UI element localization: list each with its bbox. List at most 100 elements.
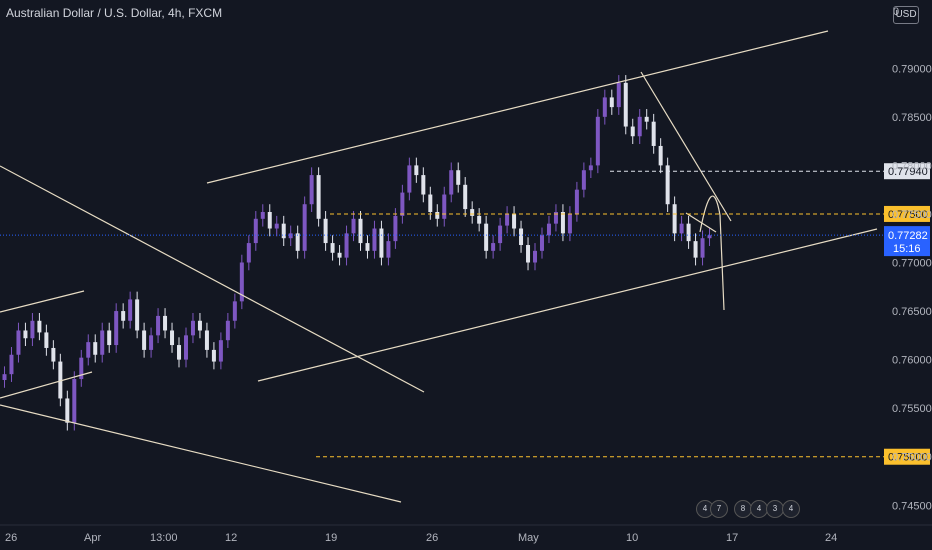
candle-body: [595, 116, 600, 166]
candle-body: [686, 223, 691, 242]
candle-body: [309, 175, 314, 205]
candle-body: [505, 213, 510, 226]
price-tick: 0.79000: [892, 63, 932, 75]
candle-body: [679, 223, 684, 234]
price-tick: 0.76500: [892, 306, 932, 318]
candle-body: [79, 357, 84, 380]
economic-event-flag[interactable]: 8: [734, 500, 752, 518]
candle-body: [86, 342, 91, 358]
trendline-upper-channel[interactable]: [206, 30, 829, 184]
candle-body: [211, 349, 216, 362]
time-tick: 13:00: [150, 532, 178, 544]
candle-body: [609, 97, 614, 108]
candle-body: [239, 262, 244, 302]
time-tick: 12: [225, 532, 237, 544]
trendline-bottom[interactable]: [0, 404, 402, 503]
candle-body: [630, 126, 635, 137]
price-tick: 0.74500: [892, 500, 932, 512]
candle-body: [526, 245, 531, 263]
candle-body: [149, 335, 154, 350]
candle-body: [225, 320, 230, 341]
candle-body: [260, 212, 265, 219]
level-badge: [884, 205, 930, 222]
candle-body: [498, 225, 503, 244]
candle-body: [16, 330, 21, 355]
candle-body: [428, 194, 433, 212]
candle-body: [456, 170, 461, 185]
price-tick: 0.78500: [892, 112, 932, 124]
candle-body: [484, 223, 489, 251]
candle-body: [163, 315, 168, 331]
candle-body: [365, 243, 370, 251]
level-badge: [884, 163, 930, 180]
candle-body: [190, 320, 195, 336]
candle-body: [637, 116, 642, 137]
candle-body: [379, 228, 384, 258]
candle-body: [407, 165, 412, 193]
candle-body: [93, 342, 98, 355]
price-tick: 0.77000: [892, 258, 932, 270]
candle-body: [442, 194, 447, 219]
candle-body: [170, 330, 175, 346]
candle-body: [651, 121, 656, 146]
candle-body: [477, 215, 482, 224]
candle-body: [344, 233, 349, 258]
candle-body: [435, 212, 440, 219]
candle-body: [519, 228, 524, 246]
candle-body: [135, 299, 140, 331]
candle-body: [23, 330, 28, 339]
candle-body: [512, 213, 517, 229]
candle-body: [581, 170, 586, 190]
candle-body: [491, 243, 496, 251]
trendline-lower-channel[interactable]: [257, 228, 878, 382]
candle-body: [100, 330, 105, 355]
candle-body: [274, 223, 279, 229]
candle-body: [44, 332, 49, 348]
price-tick: 0.78000: [892, 160, 932, 172]
candle-body: [623, 82, 628, 127]
candle-body: [386, 241, 391, 258]
economic-event-flag[interactable]: 7: [710, 500, 728, 518]
candle-body: [128, 299, 133, 321]
candle-body: [30, 320, 35, 339]
candles: [2, 75, 712, 431]
candle-body: [232, 301, 237, 321]
time-tick: 26: [426, 532, 438, 544]
candle-body: [72, 379, 77, 423]
projection-arrow[interactable]: [699, 195, 725, 311]
candle-body: [295, 233, 300, 251]
candle-body: [644, 116, 649, 122]
candle-body: [658, 145, 663, 166]
level-badge: [884, 448, 930, 465]
candle-body: [707, 235, 712, 239]
price-tick: 0.75500: [892, 403, 932, 415]
time-tick: Apr: [84, 532, 101, 544]
time-tick: 10: [626, 532, 638, 544]
chart-title: Australian Dollar / U.S. Dollar, 4h, FXC…: [6, 6, 223, 20]
trendline-left-lower[interactable]: [0, 371, 93, 399]
candle-body: [602, 97, 607, 117]
candle-body: [567, 213, 572, 234]
candle-body: [246, 243, 251, 263]
candle-body: [288, 233, 293, 239]
time-tick: 26: [5, 532, 17, 544]
trendline-small[interactable]: [685, 212, 717, 233]
trendline-descending[interactable]: [0, 165, 425, 393]
candle-body: [700, 238, 705, 258]
trendline-left-upper[interactable]: [0, 290, 85, 313]
currency-button[interactable]: USD: [893, 6, 919, 24]
countdown-label: 15:16: [893, 243, 921, 255]
candle-body: [51, 347, 56, 362]
candle-body: [337, 252, 342, 258]
candle-body: [463, 184, 468, 210]
candle-body: [539, 235, 544, 251]
candle-body: [183, 335, 188, 360]
economic-event-flag[interactable]: 4: [782, 500, 800, 518]
candle-body: [330, 243, 335, 253]
candle-body: [616, 82, 621, 108]
candle-body: [121, 311, 126, 321]
candle-body: [37, 320, 42, 333]
time-tick: 19: [325, 532, 337, 544]
trendline-top-down[interactable]: [640, 71, 732, 222]
